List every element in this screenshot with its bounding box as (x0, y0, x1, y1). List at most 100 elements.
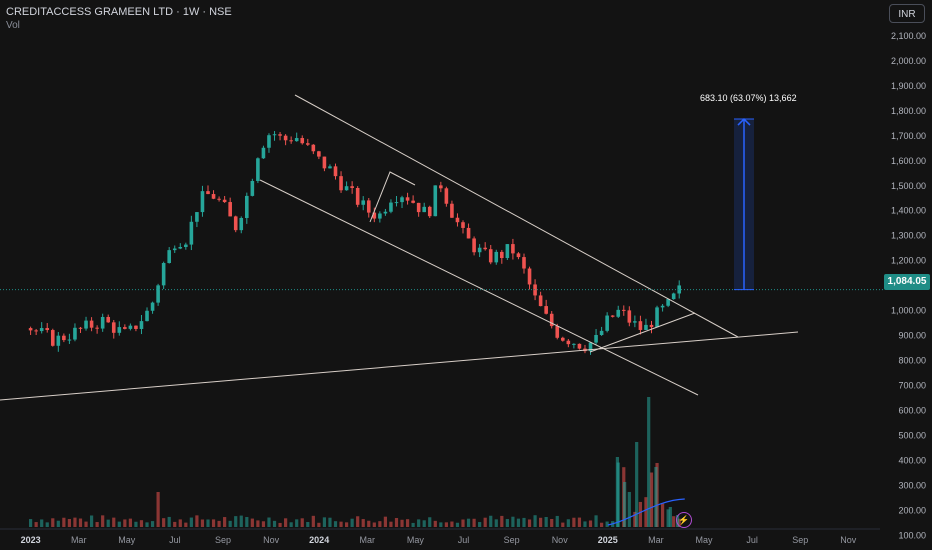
x-tick-label: Sep (504, 535, 520, 545)
candle-body (28, 328, 33, 331)
volume-bar (84, 521, 88, 527)
volume-bar (511, 516, 515, 527)
candle-body (378, 213, 382, 219)
candle-body (278, 134, 282, 136)
candle-body (78, 327, 83, 329)
candle-body (167, 250, 171, 264)
volume-bar (594, 515, 598, 527)
candle-body (400, 197, 404, 203)
volume-label: Vol (6, 20, 20, 31)
candle-body (666, 299, 670, 306)
volume-bar (633, 511, 637, 527)
volume-bar (62, 517, 66, 527)
candle-body (649, 324, 654, 328)
candle-body (372, 212, 377, 219)
candle-body (677, 285, 682, 294)
volume-bar (284, 518, 288, 527)
volume-bar (450, 521, 454, 527)
candle-body (422, 206, 427, 213)
candle-body (516, 253, 521, 258)
candle-body (267, 135, 271, 148)
x-tick-label: Jul (169, 535, 181, 545)
volume-bar (78, 518, 83, 527)
volume-bar (339, 521, 343, 527)
candle-body (156, 285, 160, 303)
volume-bar (200, 519, 205, 527)
candle-body (616, 309, 621, 317)
candle-body (317, 151, 321, 157)
candle-body (394, 202, 399, 204)
volume-bar (400, 519, 404, 527)
candle-body (416, 202, 421, 213)
volume-bar (189, 517, 193, 527)
candle-body (505, 244, 510, 259)
volume-bar (29, 519, 33, 527)
candle-body (594, 334, 598, 343)
measure-arrowhead (737, 117, 751, 126)
x-tick-label: 2024 (309, 535, 329, 545)
candle-body (73, 327, 77, 340)
lightning-icon[interactable]: ⚡ (676, 512, 692, 528)
candle-body (572, 343, 576, 345)
channel-upper-line (294, 94, 739, 338)
volume-bar (444, 522, 448, 527)
candle-body (200, 191, 205, 213)
volume-bar (516, 518, 521, 527)
volume-bar (672, 516, 676, 527)
candle-body (355, 187, 360, 205)
volume-bar (654, 467, 658, 527)
candle-body (383, 211, 388, 214)
x-tick-label: May (118, 535, 136, 545)
volume-bar (95, 522, 99, 527)
volume-bar (635, 442, 639, 527)
volume-bar (306, 521, 310, 527)
candle-body (610, 315, 615, 317)
x-tick-label: Sep (792, 535, 808, 545)
x-tick-label: May (695, 535, 713, 545)
volume-bar (356, 516, 360, 527)
volume-bar (638, 501, 643, 527)
candle-body (250, 180, 255, 196)
symbol-title[interactable]: CREDITACCESS GRAMEEN LTD · 1W · NSE (6, 6, 232, 18)
volume-bar (167, 516, 171, 527)
volume-bar (372, 522, 376, 527)
volume-bar (472, 518, 476, 527)
volume-bar (483, 517, 487, 527)
candle-body (427, 206, 432, 217)
candle-body (134, 325, 138, 329)
candle-body (34, 330, 38, 332)
candle-body (450, 203, 454, 218)
volume-bar (344, 522, 349, 527)
y-tick-label: 1,500.00 (891, 181, 926, 191)
candle-body (671, 293, 676, 300)
candle-body (145, 310, 149, 322)
candle-body (123, 327, 127, 329)
volume-bar (533, 515, 537, 527)
candle-body (305, 143, 310, 145)
candle-body (638, 321, 643, 330)
x-tick-label: Mar (360, 535, 376, 545)
candle-body (128, 325, 133, 329)
currency-button[interactable]: INR (889, 4, 925, 23)
candle-body (62, 335, 66, 341)
volume-bar (328, 517, 332, 527)
volume-bar (566, 519, 570, 527)
x-tick-label: Nov (840, 535, 857, 545)
volume-bar (660, 503, 665, 527)
y-tick-label: 2,100.00 (891, 31, 926, 41)
volume-bar (300, 518, 304, 527)
volume-bar (572, 517, 576, 527)
volume-bar (615, 457, 620, 527)
candle-body (217, 198, 221, 200)
candle-body (361, 200, 366, 205)
volume-bar (500, 515, 504, 527)
volume-bar (605, 521, 609, 527)
candle-body (389, 202, 393, 212)
candle-body (84, 320, 88, 329)
volume-bar (627, 491, 631, 527)
candle-body (655, 307, 659, 328)
candle-body (633, 321, 637, 323)
candle-body (455, 217, 460, 223)
volume-bar (117, 521, 121, 527)
